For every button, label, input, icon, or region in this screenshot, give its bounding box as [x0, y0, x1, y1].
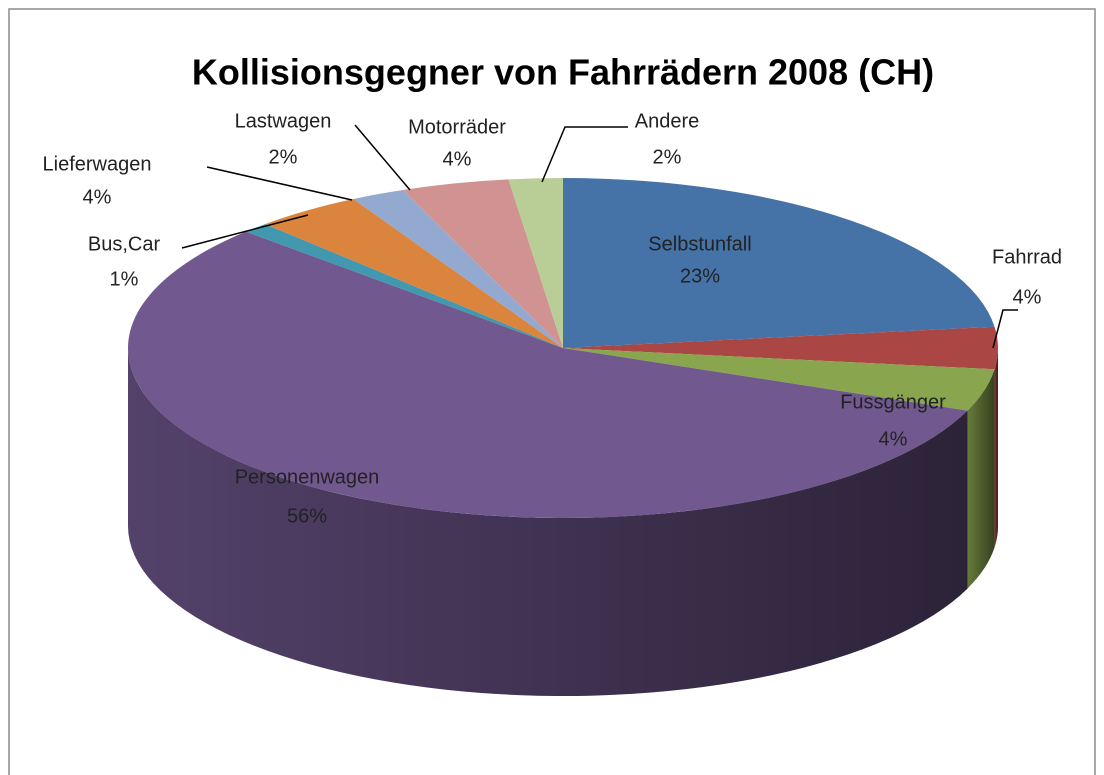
- slice-label: Andere: [635, 110, 700, 132]
- slice: [563, 348, 995, 411]
- slice-side-shade: [994, 348, 998, 548]
- slice: [508, 178, 563, 348]
- slice-value-label: 4%: [443, 148, 472, 170]
- slice-label: Selbstunfall: [648, 233, 751, 255]
- leader-line: [992, 309, 1018, 349]
- slice-label: Fussgänger: [840, 391, 946, 413]
- slice-label: Lieferwagen: [43, 153, 152, 175]
- leader-line: [354, 124, 411, 191]
- slice-label: Fahrrad: [992, 246, 1062, 268]
- chart-title: Kollisionsgegner von Fahrrädern 2008 (CH…: [192, 52, 934, 93]
- pie-tops: [128, 178, 998, 518]
- slice-value-label: 4%: [879, 428, 908, 450]
- slice-label: Lastwagen: [235, 110, 332, 132]
- slice: [563, 178, 995, 348]
- slice-label: Personenwagen: [235, 466, 380, 488]
- slice-value-label: 1%: [110, 268, 139, 290]
- slice-value-label: 4%: [1013, 286, 1042, 308]
- slice: [245, 224, 563, 348]
- slice-side-shade: [128, 348, 968, 696]
- slice-value-label: 2%: [269, 146, 298, 168]
- slice: [353, 189, 563, 348]
- slice-value-label: 4%: [83, 186, 112, 208]
- slice: [265, 199, 563, 348]
- slice-label: Bus,Car: [88, 233, 161, 255]
- pie-labels: Selbstunfall 23% Fahrrad 4% Fussgänger 4% Pers…: [43, 110, 1063, 527]
- slice-label: Motorräder: [408, 116, 506, 138]
- slice: [128, 231, 968, 518]
- slice-value-label: 23%: [680, 265, 720, 287]
- slice-value-label: 2%: [653, 146, 682, 168]
- slice: [402, 179, 563, 348]
- slice: [563, 326, 998, 370]
- slice-value-label: 56%: [287, 505, 327, 527]
- pie-sides: [128, 348, 998, 696]
- leader-line: [541, 126, 628, 183]
- leader-line: [206, 166, 353, 201]
- leader-line: [181, 214, 309, 249]
- slice-side-shade: [967, 369, 995, 589]
